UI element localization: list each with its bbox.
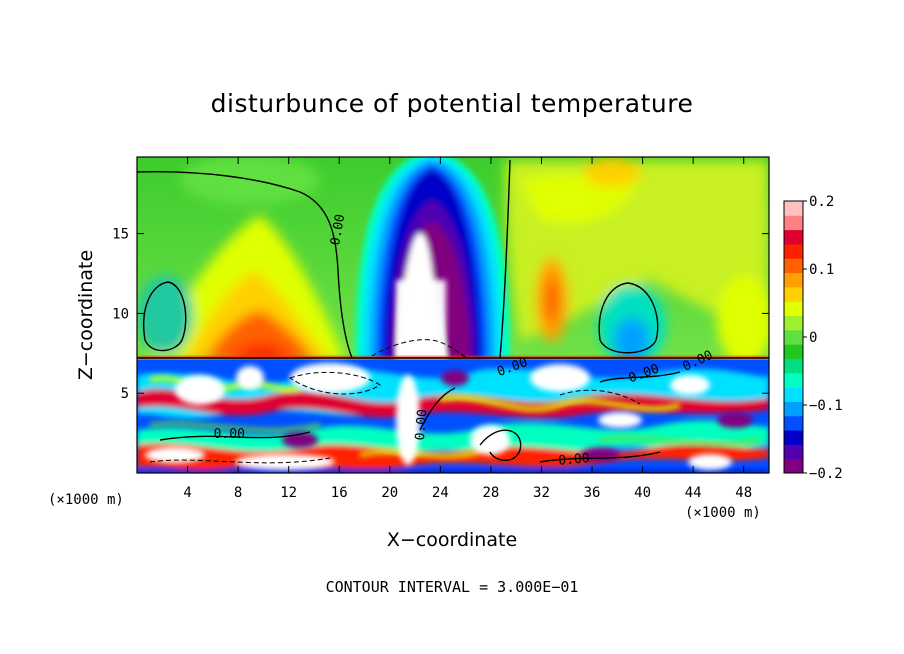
colorbar-swatch bbox=[784, 201, 803, 216]
turb-white-blob-6 bbox=[670, 375, 710, 395]
zero-contour-lower-2 bbox=[539, 451, 661, 463]
turb-white-blob-9 bbox=[688, 454, 732, 470]
x-tick-label: 4 bbox=[183, 485, 191, 501]
streak-yellow-2 bbox=[439, 395, 681, 412]
turb-white-blob-3 bbox=[290, 363, 370, 393]
y-axis-ticks: 5 10 15 bbox=[112, 227, 769, 402]
zero-contour-lower-3 bbox=[419, 387, 456, 431]
warm-spot-top bbox=[584, 157, 640, 187]
warm-edge-right bbox=[717, 275, 769, 365]
contour-value-label: 0.00 bbox=[214, 427, 245, 442]
x-tick-label: 44 bbox=[685, 485, 702, 501]
y-tick-label: 10 bbox=[112, 306, 129, 322]
x-tick-label: 12 bbox=[280, 485, 297, 501]
turb-purple-2 bbox=[441, 370, 469, 386]
upper-light-area bbox=[180, 157, 320, 205]
neg-contour-2 bbox=[149, 457, 331, 464]
streak-yellow-3 bbox=[359, 450, 481, 459]
turb-white-blob-10 bbox=[145, 447, 205, 463]
colorbar-swatch bbox=[784, 258, 803, 274]
x-tick-label: 16 bbox=[331, 485, 348, 501]
zero-contour-right-blob bbox=[598, 282, 659, 354]
zero-contour-lower-1 bbox=[159, 431, 311, 441]
colorbar-tick-label: 0 bbox=[809, 330, 817, 346]
streak-green-1 bbox=[149, 421, 321, 433]
warm-band-left-core bbox=[205, 310, 315, 360]
x-unit-label: (×1000 m) bbox=[685, 505, 761, 521]
turb-white-blob-4 bbox=[396, 375, 420, 465]
colorbar: 0.2 0.1 0 −0.1 −0.2 bbox=[783, 194, 843, 482]
x-tick-label: 36 bbox=[584, 485, 601, 501]
cool-blob-left bbox=[137, 275, 193, 355]
turbulent-bottom-band bbox=[137, 470, 769, 473]
colorbar-swatch bbox=[784, 444, 803, 460]
colorbar-swatch bbox=[784, 329, 803, 345]
contour-value-label: 0.00 bbox=[413, 409, 431, 442]
x-tick-label: 24 bbox=[432, 485, 449, 501]
colorbar-tick-label: −0.2 bbox=[809, 466, 843, 482]
turb-white-blob-7 bbox=[470, 425, 510, 455]
x-axis-ticks: 4 8 12 16 20 24 28 32 36 40 44 48 bbox=[183, 157, 752, 501]
streak-green-2 bbox=[599, 436, 761, 446]
chart-title: disturbunce of potential temperature bbox=[211, 89, 694, 118]
zero-contours bbox=[137, 159, 769, 463]
colorbar-swatch bbox=[784, 272, 803, 288]
colorbar-swatch bbox=[784, 315, 803, 331]
plot-frame bbox=[136, 156, 770, 474]
colorbar-swatch bbox=[784, 387, 803, 402]
zero-contour-left bbox=[137, 171, 353, 359]
colorbar-swatch bbox=[784, 458, 803, 474]
colorbar-swatch bbox=[784, 372, 803, 388]
contour-interval-note: CONTOUR INTERVAL = 3.000E−01 bbox=[326, 578, 579, 596]
turb-white-blob-1 bbox=[175, 375, 225, 405]
y-axis-label: Z−coordinate bbox=[75, 250, 97, 380]
cold-column-core-base bbox=[396, 280, 446, 362]
colorbar-swatch bbox=[784, 358, 803, 374]
turbulent-red-band-1 bbox=[137, 389, 769, 418]
contour-value-label: 0.00 bbox=[328, 213, 348, 246]
neg-contour-1 bbox=[288, 371, 381, 395]
cool-blob-right-core bbox=[614, 318, 650, 362]
x-axis-label: X−coordinate bbox=[387, 529, 517, 551]
colorbar-swatch bbox=[784, 415, 803, 431]
negative-contours bbox=[149, 339, 641, 464]
zero-contour-left-blob bbox=[143, 281, 187, 352]
colorbar-swatch bbox=[784, 286, 803, 302]
turb-white-blob-2 bbox=[236, 366, 264, 390]
y-unit-label: (×1000 m) bbox=[48, 492, 124, 508]
turbulent-layer bbox=[137, 360, 769, 473]
zero-contour-lower-4 bbox=[599, 371, 681, 383]
y-tick-label: 15 bbox=[112, 227, 129, 243]
turb-white-blob-8 bbox=[235, 454, 335, 470]
x-tick-label: 32 bbox=[533, 485, 550, 501]
neg-contour-3 bbox=[559, 389, 641, 405]
turb-white-blob-11 bbox=[598, 412, 642, 428]
colorbar-tick-label: 0.1 bbox=[809, 262, 834, 278]
colorbar-swatch bbox=[784, 401, 803, 417]
warm-column-core bbox=[545, 278, 559, 322]
contour-value-label: 0.00 bbox=[558, 451, 591, 469]
colorbar-swatch bbox=[784, 430, 803, 445]
field-plot-area: 0.000.00 0.000.00 0.000.000.00 bbox=[137, 157, 769, 473]
y-tick-label: 5 bbox=[121, 386, 129, 402]
turb-white-blob-5 bbox=[530, 364, 590, 392]
x-tick-label: 28 bbox=[482, 485, 499, 501]
x-tick-label: 20 bbox=[381, 485, 398, 501]
x-tick-label: 40 bbox=[634, 485, 651, 501]
zero-contour-swirl bbox=[479, 429, 522, 462]
colorbar-swatch bbox=[784, 215, 803, 231]
colorbar-tick-label: −0.1 bbox=[809, 398, 843, 414]
colorbar-swatch bbox=[784, 301, 803, 317]
neg-contour-base bbox=[371, 339, 469, 359]
x-tick-label: 48 bbox=[735, 485, 752, 501]
colorbar-tick-label: 0.2 bbox=[809, 194, 834, 210]
zero-contour-mid bbox=[499, 159, 511, 359]
colorbar-swatch bbox=[784, 229, 803, 245]
turb-purple-4 bbox=[717, 412, 753, 428]
x-tick-label: 8 bbox=[234, 485, 242, 501]
colorbar-swatch bbox=[784, 243, 803, 259]
colorbar-swatch bbox=[784, 344, 803, 359]
